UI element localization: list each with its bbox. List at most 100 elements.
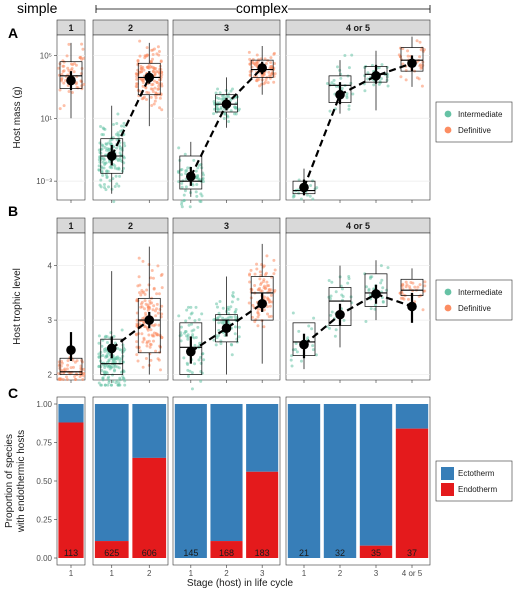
data-point-a: [118, 174, 122, 178]
data-point-b: [179, 339, 183, 343]
data-point-a: [104, 142, 108, 146]
data-point-a: [109, 164, 113, 168]
data-point-b: [155, 302, 159, 306]
data-point-b: [57, 372, 61, 376]
data-point-a: [198, 199, 202, 203]
data-point-a: [140, 78, 144, 82]
data-point-a: [103, 127, 107, 131]
data-point-b: [269, 293, 273, 297]
data-point-a: [142, 95, 146, 99]
data-point-b: [186, 337, 190, 341]
data-point-b: [262, 286, 266, 290]
data-point-b: [364, 319, 368, 323]
data-point-b: [69, 366, 73, 370]
data-point-b: [97, 341, 101, 345]
data-point-b: [149, 328, 153, 332]
data-point-a: [184, 172, 188, 176]
data-point-b: [109, 383, 113, 387]
data-point-b: [134, 332, 138, 336]
data-point-b: [413, 285, 417, 289]
data-point-b: [58, 377, 62, 381]
data-point-a: [145, 90, 149, 94]
data-point-a: [151, 90, 155, 94]
mean-point-a: [371, 71, 381, 81]
data-point-b: [218, 300, 222, 304]
mean-point-a: [257, 63, 267, 73]
data-point-b: [99, 383, 103, 387]
data-point-b: [399, 296, 403, 300]
data-point-b: [147, 305, 151, 309]
data-point-b: [312, 316, 316, 320]
bar-ectotherm: [359, 404, 393, 546]
data-point-b: [256, 307, 260, 311]
legend-marker-definitive: [444, 304, 452, 312]
data-point-a: [195, 182, 199, 186]
data-point-a: [229, 109, 233, 113]
data-point-a: [151, 57, 155, 61]
data-point-b: [202, 358, 206, 362]
data-point-a: [149, 59, 153, 63]
data-point-b: [347, 274, 351, 278]
data-point-b: [154, 349, 158, 353]
x-tick-label-c: 4 or 5: [402, 569, 423, 578]
data-point-b: [369, 307, 373, 311]
data-point-a: [227, 120, 231, 124]
data-point-a: [154, 92, 158, 96]
bar-count-label: 145: [183, 548, 198, 558]
data-point-b: [418, 283, 422, 287]
data-point-b: [193, 362, 197, 366]
data-point-a: [107, 160, 111, 164]
data-point-b: [148, 299, 152, 303]
data-point-b: [144, 311, 148, 315]
box-b: [250, 276, 274, 321]
data-point-a: [149, 95, 153, 99]
y-tick-label-b: 3: [48, 316, 53, 325]
bar-endotherm: [94, 541, 129, 558]
data-point-a: [119, 158, 123, 162]
data-point-b: [186, 335, 190, 339]
data-point-b: [268, 304, 272, 308]
data-point-b: [103, 370, 107, 374]
data-point-b: [155, 333, 159, 337]
data-point-a: [69, 68, 73, 72]
legend-marker-intermediate: [444, 288, 452, 296]
legend-label-intermediate: Intermediate: [458, 110, 503, 119]
data-point-b: [186, 368, 190, 372]
data-point-b: [145, 344, 149, 348]
box-a: [137, 62, 161, 96]
data-point-b: [187, 323, 191, 327]
data-point-b: [248, 280, 252, 284]
data-point-a: [386, 84, 390, 88]
legend-marker-definitive: [444, 126, 452, 134]
data-point-b: [196, 325, 200, 329]
data-point-a: [197, 178, 201, 182]
data-point-b: [152, 304, 156, 308]
data-point-b: [153, 323, 157, 327]
x-tick-label-c: 1: [189, 569, 194, 578]
bar-ectotherm: [94, 404, 129, 542]
data-point-b: [118, 378, 122, 382]
data-point-b: [250, 315, 254, 319]
data-point-b: [187, 316, 191, 320]
data-point-b: [140, 300, 144, 304]
data-point-a: [258, 84, 262, 88]
data-point-a: [139, 64, 143, 68]
panel-letter-b: B: [8, 203, 18, 219]
data-point-b: [373, 303, 377, 307]
data-point-b: [229, 305, 233, 309]
data-point-b: [262, 264, 266, 268]
data-point-b: [157, 323, 161, 327]
data-point-b: [266, 312, 270, 316]
data-point-a: [398, 46, 402, 50]
data-point-a: [215, 96, 219, 100]
data-point-a: [113, 185, 117, 189]
data-point-a: [104, 161, 108, 165]
data-point-a: [345, 92, 349, 96]
data-point-a: [247, 50, 251, 54]
data-point-b: [105, 354, 109, 358]
data-point-a: [107, 147, 111, 151]
bar-count-label: 21: [299, 548, 309, 558]
data-point-b: [189, 305, 193, 309]
data-point-a: [152, 79, 156, 83]
data-point-a: [66, 66, 70, 70]
